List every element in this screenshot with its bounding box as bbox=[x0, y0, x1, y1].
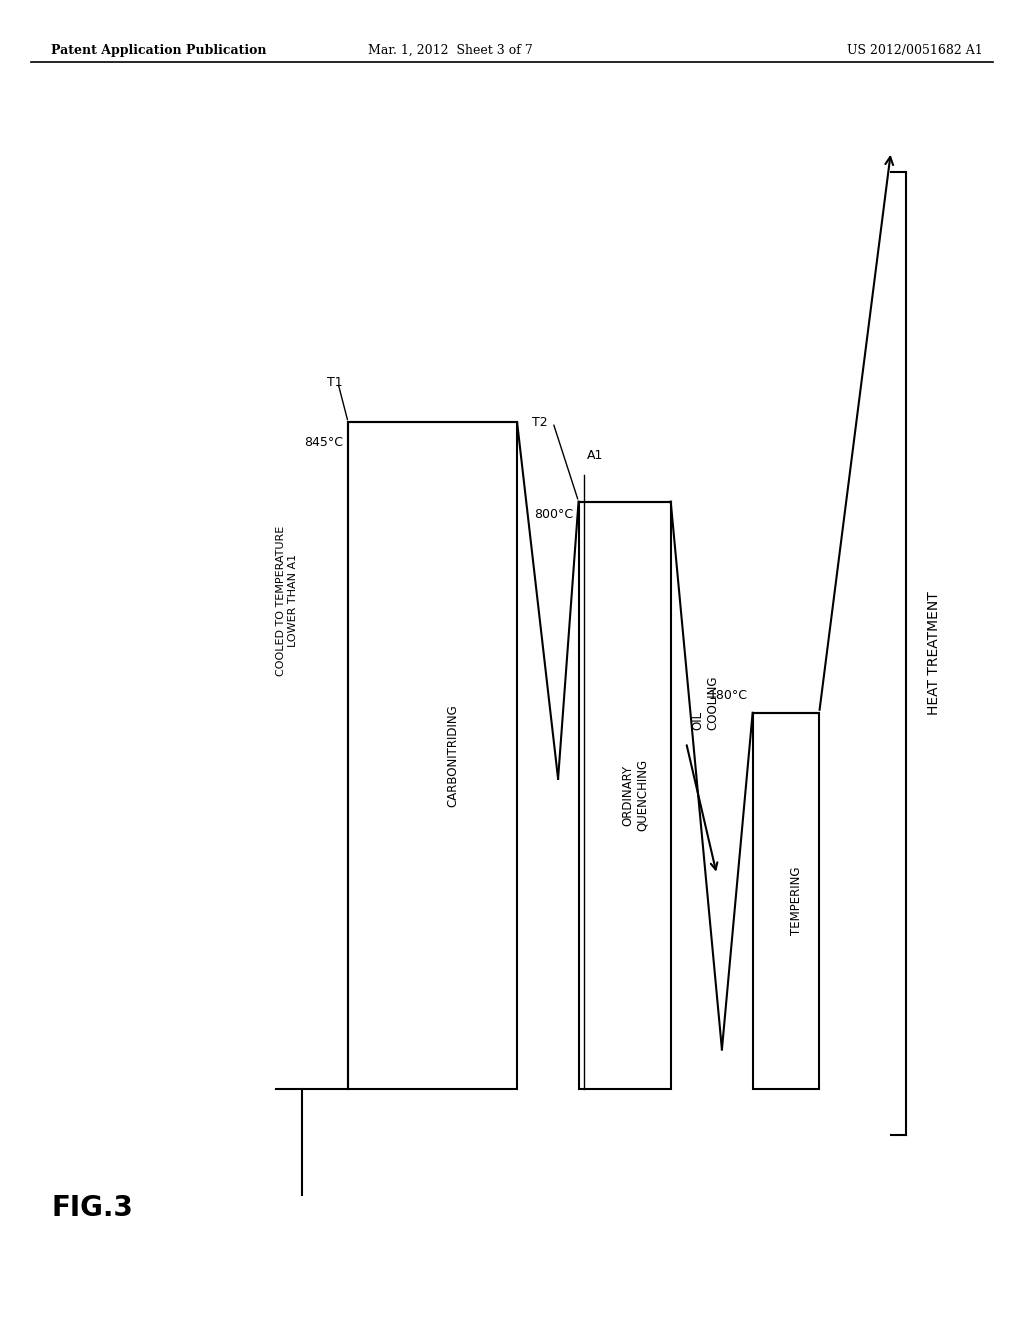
Text: T2: T2 bbox=[532, 416, 548, 429]
Text: CARBONITRIDING: CARBONITRIDING bbox=[446, 705, 460, 807]
Text: 180°C: 180°C bbox=[709, 689, 748, 702]
Text: HEAT TREATMENT: HEAT TREATMENT bbox=[927, 591, 941, 715]
Text: Mar. 1, 2012  Sheet 3 of 7: Mar. 1, 2012 Sheet 3 of 7 bbox=[369, 44, 532, 57]
Text: ORDINARY
QUENCHING: ORDINARY QUENCHING bbox=[621, 759, 649, 832]
Text: T1: T1 bbox=[328, 376, 343, 389]
Text: FIG.3: FIG.3 bbox=[51, 1193, 133, 1222]
Text: OIL
COOLING: OIL COOLING bbox=[691, 676, 719, 730]
Text: 800°C: 800°C bbox=[535, 508, 573, 521]
Text: COOLED TO TEMPERATURE
LOWER THAN A1: COOLED TO TEMPERATURE LOWER THAN A1 bbox=[275, 525, 298, 676]
Text: Patent Application Publication: Patent Application Publication bbox=[51, 44, 266, 57]
Text: A1: A1 bbox=[587, 449, 603, 462]
Text: 845°C: 845°C bbox=[304, 436, 343, 449]
Text: US 2012/0051682 A1: US 2012/0051682 A1 bbox=[847, 44, 983, 57]
Text: TEMPERING: TEMPERING bbox=[790, 867, 803, 935]
